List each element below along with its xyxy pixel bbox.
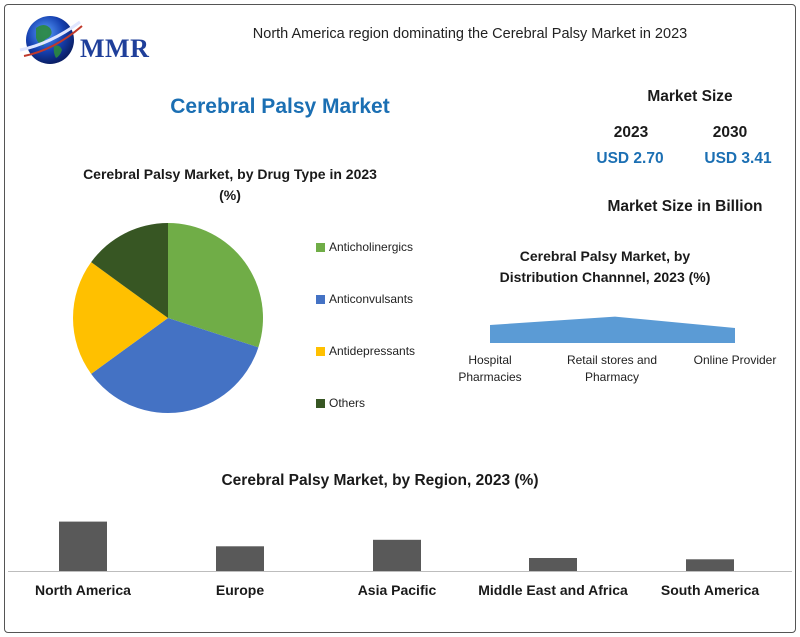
pie-chart bbox=[72, 223, 263, 414]
bar-category-labels: North America Europe Asia Pacific Middle Ea… bbox=[0, 582, 800, 602]
page-title: Cerebral Palsy Market bbox=[170, 95, 390, 118]
bar-middle-east-and-africa bbox=[529, 558, 577, 571]
area-chart-title: Cerebral Palsy Market, by Distribution C… bbox=[450, 246, 760, 288]
value-2023: USD 2.70 bbox=[596, 150, 664, 167]
mmr-logo: MMR bbox=[18, 10, 168, 72]
legend-item-others: Others bbox=[316, 396, 365, 410]
bar-chart-title: Cerebral Palsy Market, by Region, 2023 (… bbox=[221, 472, 539, 489]
bar-north-america bbox=[59, 521, 107, 571]
legend-label: Anticholinergics bbox=[329, 240, 414, 254]
area-chart bbox=[489, 316, 736, 343]
legend-label: Antidepressants bbox=[329, 344, 416, 358]
area-category-labels: Hospital Pharmacies Retail stores and Pharm… bbox=[440, 352, 790, 392]
globe-icon bbox=[19, 16, 83, 64]
market-size-title: Market Size bbox=[647, 88, 733, 105]
bar-asia-pacific bbox=[373, 539, 421, 571]
legend-item-anticonvulsants: Anticonvulsants bbox=[316, 292, 413, 306]
legend-swatch bbox=[316, 398, 325, 408]
area-title-line1: Cerebral Palsy Market, by bbox=[519, 248, 691, 264]
pie-chart-title: Cerebral Palsy Market, by Drug Type in 2… bbox=[40, 164, 420, 206]
area-category-label: Retail stores and Pharmacy bbox=[566, 353, 658, 384]
pie-slice-antidepressants bbox=[72, 262, 168, 374]
pie-title-line1: Cerebral Palsy Market, by Drug Type in 2… bbox=[83, 166, 377, 182]
bar-category-label: South America bbox=[660, 582, 760, 598]
legend-item-antidepressants: Antidepressants bbox=[316, 344, 415, 358]
area-category-label: Online Provider bbox=[693, 353, 777, 367]
area-title-line2: Distribution Channnel, 2023 (%) bbox=[499, 269, 711, 285]
bar-europe bbox=[216, 546, 264, 571]
legend-label: Others bbox=[329, 396, 366, 410]
pie-slice-anticholinergics bbox=[168, 223, 263, 348]
bar-south-america bbox=[686, 559, 734, 571]
pie-slice-others bbox=[91, 223, 168, 318]
bar-category-label: North America bbox=[35, 582, 131, 598]
year-2030-label: 2030 bbox=[712, 124, 748, 141]
bar-category-label: Europe bbox=[215, 582, 265, 598]
legend-swatch bbox=[316, 242, 325, 252]
legend-swatch bbox=[316, 346, 325, 356]
bar-category-label: Middle East and Africa bbox=[478, 582, 628, 598]
year-2023-label: 2023 bbox=[613, 124, 649, 141]
logo-text: MMR bbox=[80, 34, 150, 63]
headline: North America region dominating the Cere… bbox=[252, 26, 688, 42]
bar-chart bbox=[8, 521, 792, 572]
value-2030: USD 3.41 bbox=[704, 150, 772, 167]
pie-title-line2: (%) bbox=[219, 187, 241, 203]
legend-swatch bbox=[316, 294, 325, 304]
area-category-label: Hospital Pharmacies bbox=[458, 353, 522, 384]
pie-slice-anticonvulsants bbox=[91, 318, 259, 414]
bar-category-label: Asia Pacific bbox=[357, 582, 437, 598]
legend-item-anticholinergics: Anticholinergics bbox=[316, 240, 413, 254]
market-size-unit: Market Size in Billion bbox=[607, 198, 763, 215]
legend-label: Anticonvulsants bbox=[329, 292, 414, 306]
area-series bbox=[490, 316, 735, 343]
outer-frame bbox=[4, 4, 796, 633]
